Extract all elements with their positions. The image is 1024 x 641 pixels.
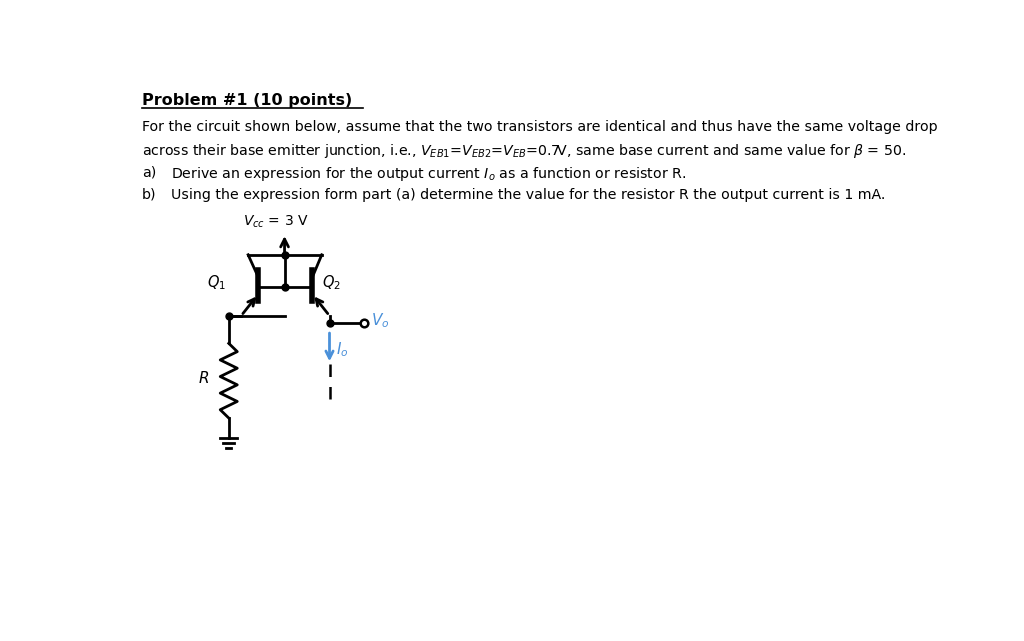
Text: b): b) [142, 188, 157, 202]
Text: $V_{cc}$ = 3 V: $V_{cc}$ = 3 V [243, 213, 308, 230]
Text: $V_o$: $V_o$ [371, 311, 389, 329]
Text: $I_o$: $I_o$ [337, 340, 349, 359]
Text: R: R [199, 371, 209, 386]
Text: across their base emitter junction, i.e., $V_{EB1}$=$V_{EB2}$=$V_{EB}$=0.7V, sam: across their base emitter junction, i.e.… [142, 142, 906, 160]
Text: $Q_1$: $Q_1$ [207, 273, 225, 292]
Text: a): a) [142, 165, 157, 179]
Text: Problem #1 (10 points): Problem #1 (10 points) [142, 93, 352, 108]
Text: Derive an expression for the output current $I_o$ as a function or resistor R.: Derive an expression for the output curr… [171, 165, 686, 183]
Text: Using the expression form part (a) determine the value for the resistor R the ou: Using the expression form part (a) deter… [171, 188, 885, 202]
Text: For the circuit shown below, assume that the two transistors are identical and t: For the circuit shown below, assume that… [142, 120, 938, 134]
Text: $Q_2$: $Q_2$ [322, 273, 341, 292]
